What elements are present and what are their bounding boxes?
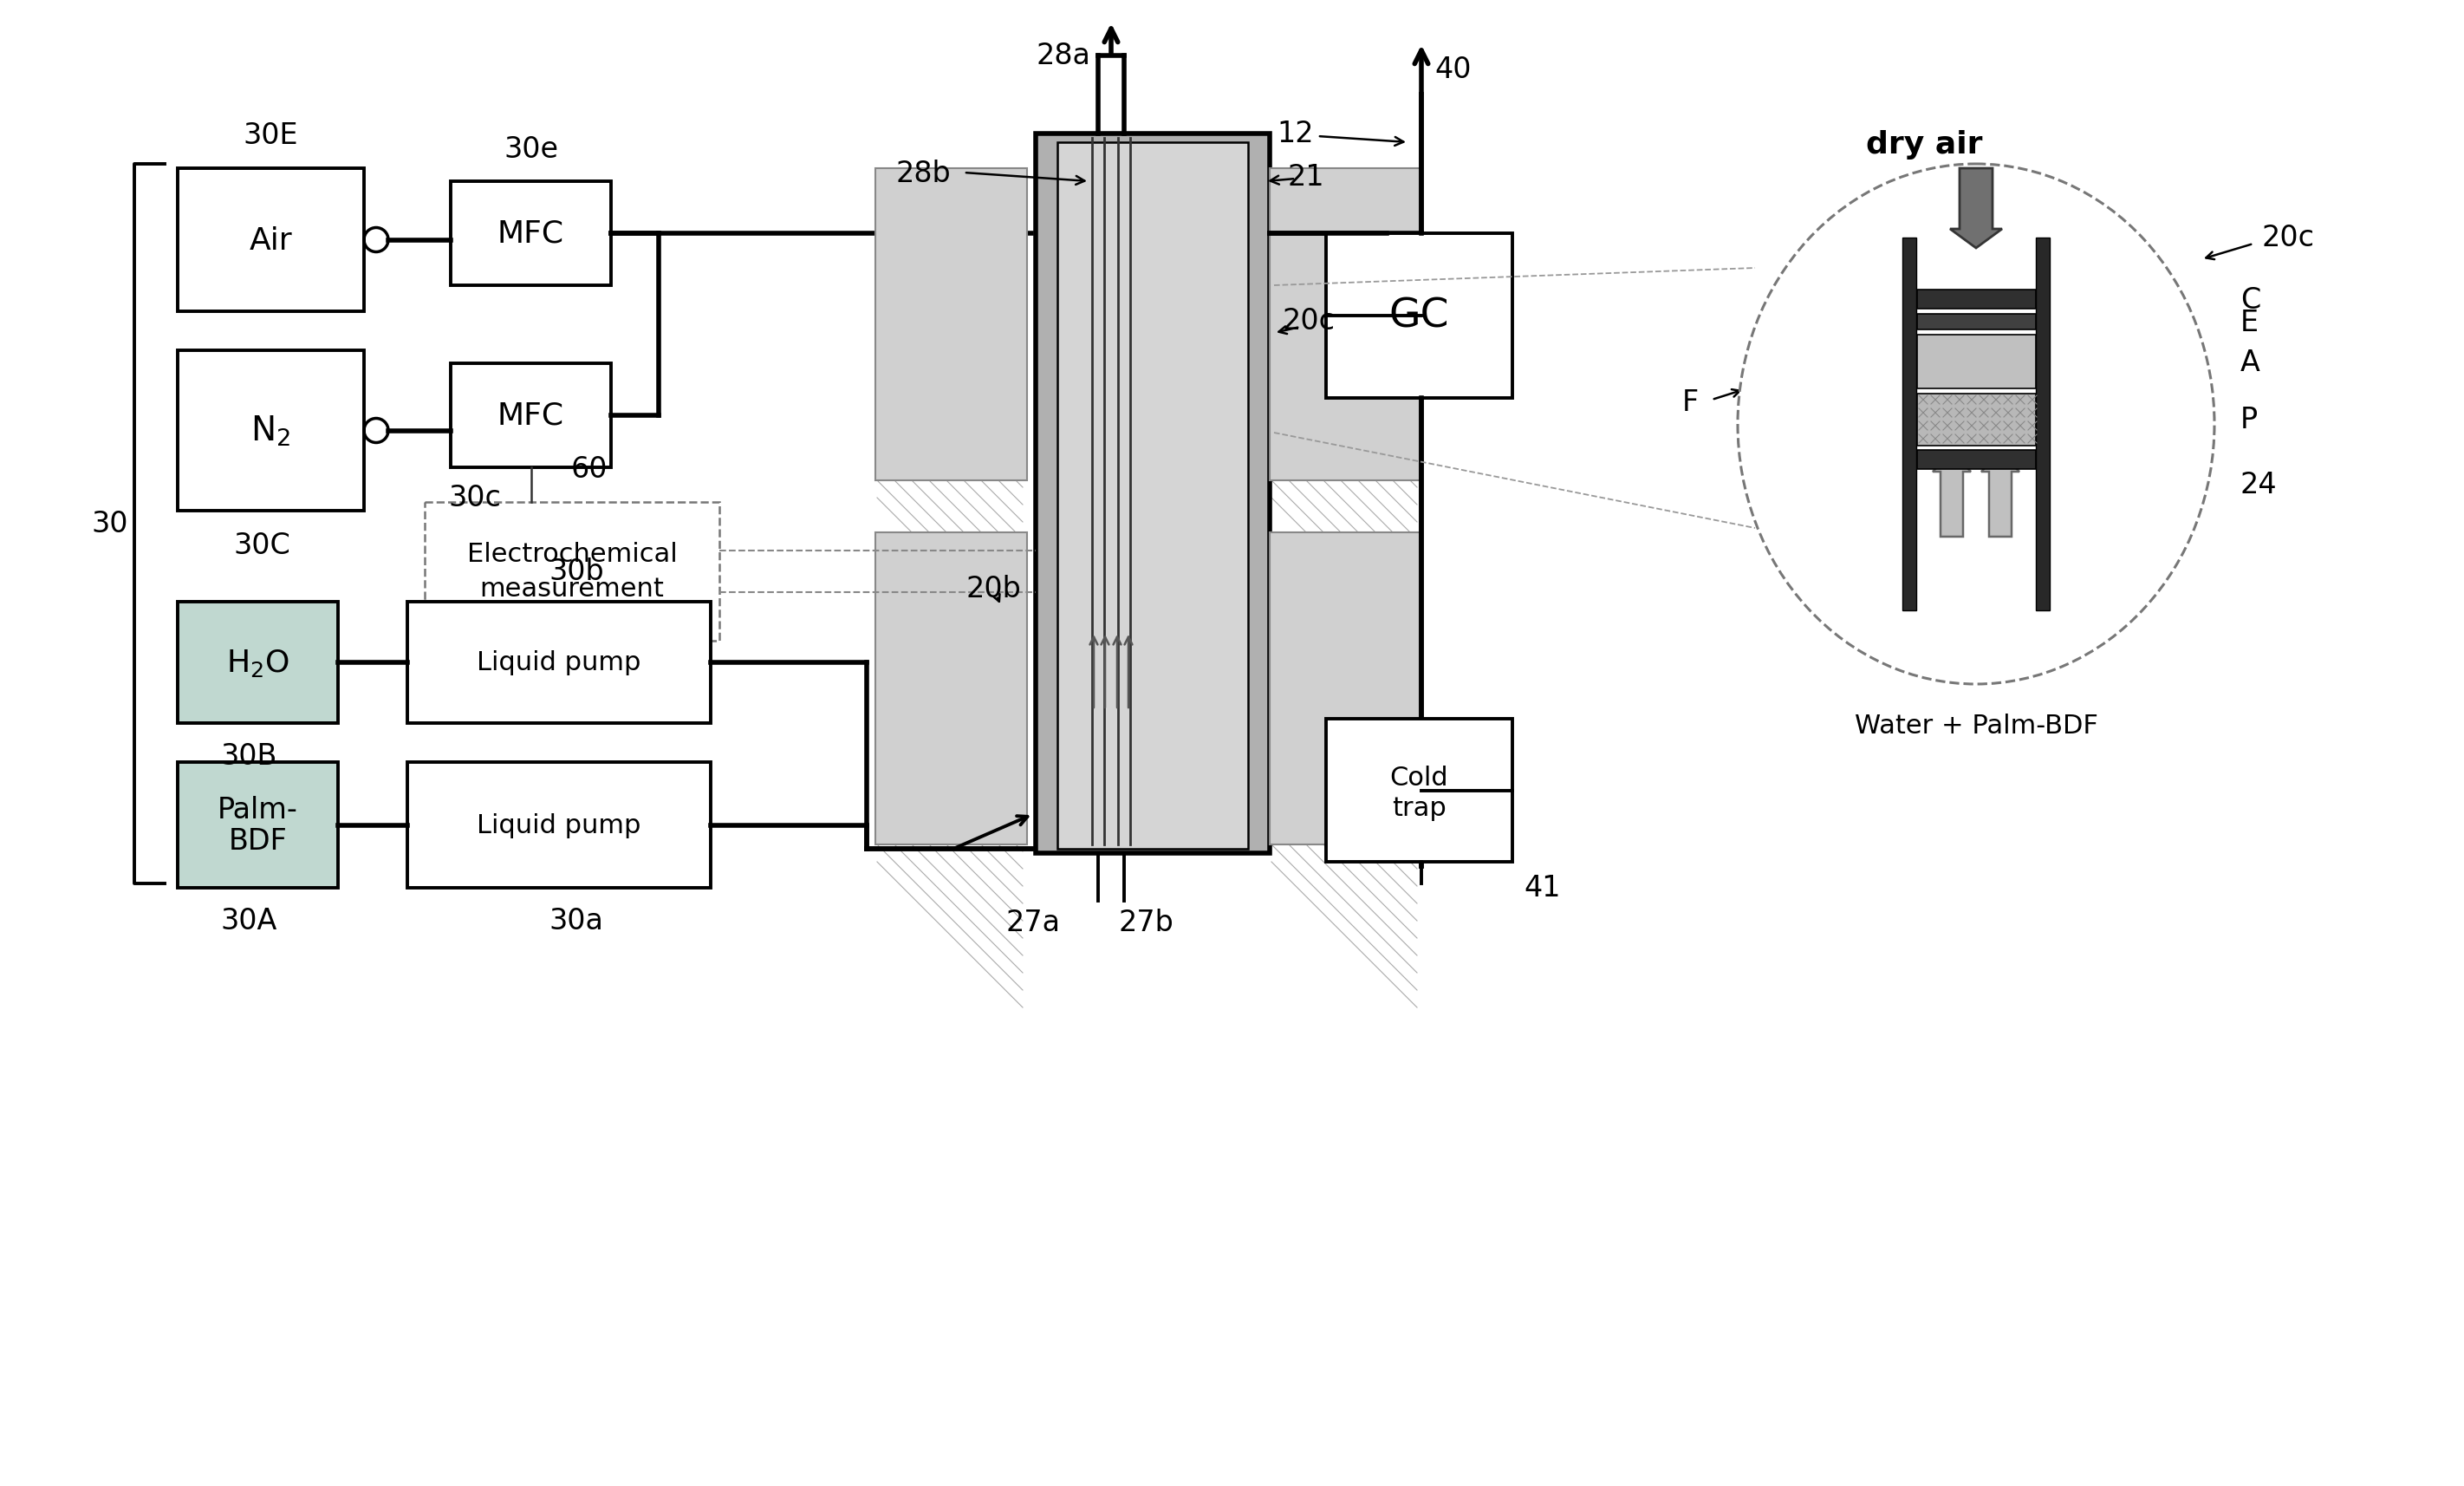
Text: A: A (2240, 348, 2259, 376)
Bar (1269, 533, 1422, 846)
Text: 30E: 30E (244, 122, 298, 150)
Text: GC: GC (1390, 297, 1449, 336)
Text: 20c: 20c (2262, 224, 2316, 253)
Bar (1917, 336, 2035, 389)
Text: MFC: MFC (498, 401, 564, 431)
Text: 30B: 30B (222, 742, 278, 771)
Text: dry air: dry air (1865, 129, 1984, 159)
Bar (1326, 233, 1513, 398)
Bar (1326, 719, 1513, 862)
Text: 28a: 28a (1037, 42, 1092, 71)
Text: Liquid pump: Liquid pump (478, 651, 641, 676)
Bar (1917, 290, 2035, 309)
Text: P: P (2240, 406, 2257, 434)
Bar (177, 602, 338, 724)
Bar (1902, 238, 1917, 611)
Text: 20c: 20c (1281, 306, 1335, 334)
Text: Cold: Cold (1390, 765, 1449, 791)
FancyArrow shape (1949, 169, 2003, 248)
Ellipse shape (1737, 165, 2215, 685)
Bar (177, 762, 338, 889)
Text: MFC: MFC (498, 220, 564, 248)
Text: 30b: 30b (549, 557, 604, 585)
Bar (1917, 394, 2035, 446)
Bar (1035, 134, 1269, 853)
Bar (1917, 450, 2035, 470)
FancyArrow shape (1932, 453, 1971, 538)
Text: 21: 21 (1289, 163, 1326, 192)
Text: 20b: 20b (966, 575, 1023, 603)
Bar (1917, 315, 2035, 330)
Text: 30A: 30A (222, 906, 278, 935)
Text: 30C: 30C (234, 532, 291, 560)
Text: Air: Air (249, 226, 293, 256)
Bar (875, 533, 1027, 846)
Text: 41: 41 (1525, 874, 1562, 902)
Text: measurement: measurement (480, 577, 665, 602)
Bar (407, 602, 710, 724)
Bar (177, 351, 365, 511)
Bar (451, 181, 611, 285)
Text: 28b: 28b (894, 159, 951, 187)
Bar (875, 169, 1027, 481)
Text: 30a: 30a (549, 906, 604, 935)
Text: 30: 30 (91, 510, 128, 538)
Bar (1057, 143, 1249, 849)
Bar (407, 762, 710, 889)
Text: trap: trap (1392, 795, 1446, 820)
Text: 30c: 30c (448, 484, 500, 513)
Text: C: C (2240, 285, 2259, 314)
Text: 27a: 27a (1005, 908, 1060, 938)
Text: 60: 60 (572, 455, 609, 484)
Text: E: E (2240, 308, 2259, 337)
Text: 30e: 30e (503, 135, 559, 163)
Bar (1269, 169, 1422, 481)
Text: F: F (1683, 389, 1698, 418)
Text: N$_2$: N$_2$ (251, 415, 291, 449)
Text: Palm-: Palm- (217, 795, 298, 825)
Text: BDF: BDF (229, 826, 288, 856)
Text: Liquid pump: Liquid pump (478, 813, 641, 838)
Bar (451, 364, 611, 468)
Text: 27b: 27b (1119, 908, 1173, 938)
Bar (177, 169, 365, 312)
Text: 12: 12 (1276, 120, 1313, 149)
Text: H$_2$O: H$_2$O (227, 648, 288, 679)
Bar (424, 502, 719, 640)
Text: 24: 24 (2240, 471, 2277, 499)
Text: Water + Palm-BDF: Water + Palm-BDF (1855, 713, 2097, 739)
Text: Electrochemical: Electrochemical (466, 542, 678, 568)
FancyArrow shape (1981, 453, 2020, 538)
Text: 40: 40 (1434, 55, 1471, 83)
Bar (2035, 238, 2050, 611)
